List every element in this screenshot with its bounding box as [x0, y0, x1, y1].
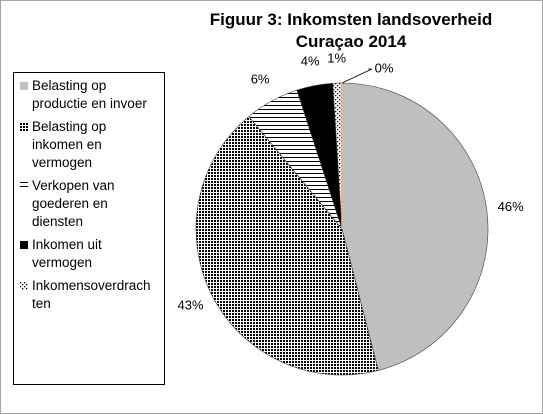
legend-item: Inkomen uit vermogen: [20, 236, 158, 272]
legend-swatch: [20, 123, 28, 131]
legend-swatch: [20, 82, 28, 90]
swatch-fill: [20, 282, 28, 290]
legend-label: Belasting op inkomen en vermogen: [32, 119, 107, 170]
legend-swatch: [20, 282, 28, 290]
swatch-fill: [20, 241, 28, 249]
data-label: 46%: [498, 199, 524, 214]
legend-label: Belasting op productie en invoer: [32, 78, 147, 111]
legend-label: Inkomensoverdrachten: [32, 278, 151, 311]
data-label: 43%: [178, 298, 204, 313]
swatch-fill: [20, 123, 28, 131]
legend-item: Belasting op productie en invoer: [20, 77, 158, 113]
chart-title: Figuur 3: Inkomsten landsoverheid Curaça…: [209, 10, 493, 51]
legend-item: Verkopen van goederen en diensten: [20, 177, 158, 231]
data-label: 1%: [327, 51, 346, 66]
swatch-fill: [20, 82, 28, 90]
data-label: 0%: [375, 60, 394, 75]
legend-label: Inkomen uit vermogen: [32, 237, 102, 270]
swatch-fill: [20, 182, 28, 190]
pie-slice: [341, 82, 489, 371]
legend-swatch: [20, 241, 28, 249]
legend-item: Inkomensoverdrachten: [20, 277, 158, 313]
data-label: 4%: [301, 53, 320, 68]
pie-slice: [195, 116, 379, 376]
legend: Belasting op productie en invoer Belasti…: [13, 72, 165, 385]
data-label: 6%: [251, 71, 270, 86]
leader-line: [341, 68, 373, 84]
legend-label: Verkopen van goederen en diensten: [32, 178, 115, 229]
legend-item: Belasting op inkomen en vermogen: [20, 118, 158, 172]
legend-swatch: [20, 182, 28, 190]
